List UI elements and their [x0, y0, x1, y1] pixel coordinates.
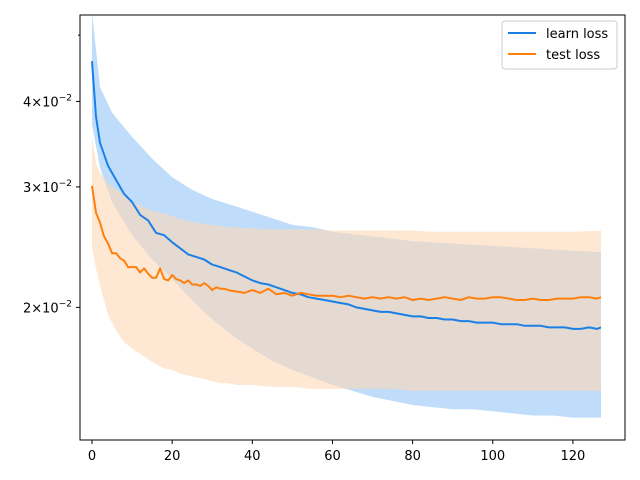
learn-loss-line — [91, 61, 602, 330]
test-loss-line — [91, 185, 602, 301]
x-axis: 0 20 40 60 80 100 120 — [88, 440, 585, 464]
x-tick-label: 80 — [404, 449, 421, 464]
x-tick-label: 60 — [324, 449, 341, 464]
legend-label-test-loss: test loss — [546, 48, 600, 63]
y-axis: 2×10−2 3×10−2 4×10−2 — [23, 34, 80, 316]
x-tick-label: 20 — [164, 449, 181, 464]
legend: learn loss test loss — [501, 20, 618, 70]
y-tick-label: 2×10−2 — [23, 299, 72, 316]
x-tick-label: 40 — [244, 449, 261, 464]
legend-label-learn-loss: learn loss — [546, 27, 608, 42]
y-tick-label: 4×10−2 — [23, 93, 72, 110]
y-tick-label: 3×10−2 — [23, 179, 72, 196]
x-tick-label: 120 — [560, 449, 585, 464]
x-tick-label: 100 — [480, 449, 505, 464]
x-tick-label: 0 — [88, 449, 96, 464]
axes-frame — [79, 14, 626, 441]
confidence-bands — [92, 12, 601, 418]
mean-lines — [91, 61, 602, 330]
test-loss-band — [92, 136, 601, 391]
